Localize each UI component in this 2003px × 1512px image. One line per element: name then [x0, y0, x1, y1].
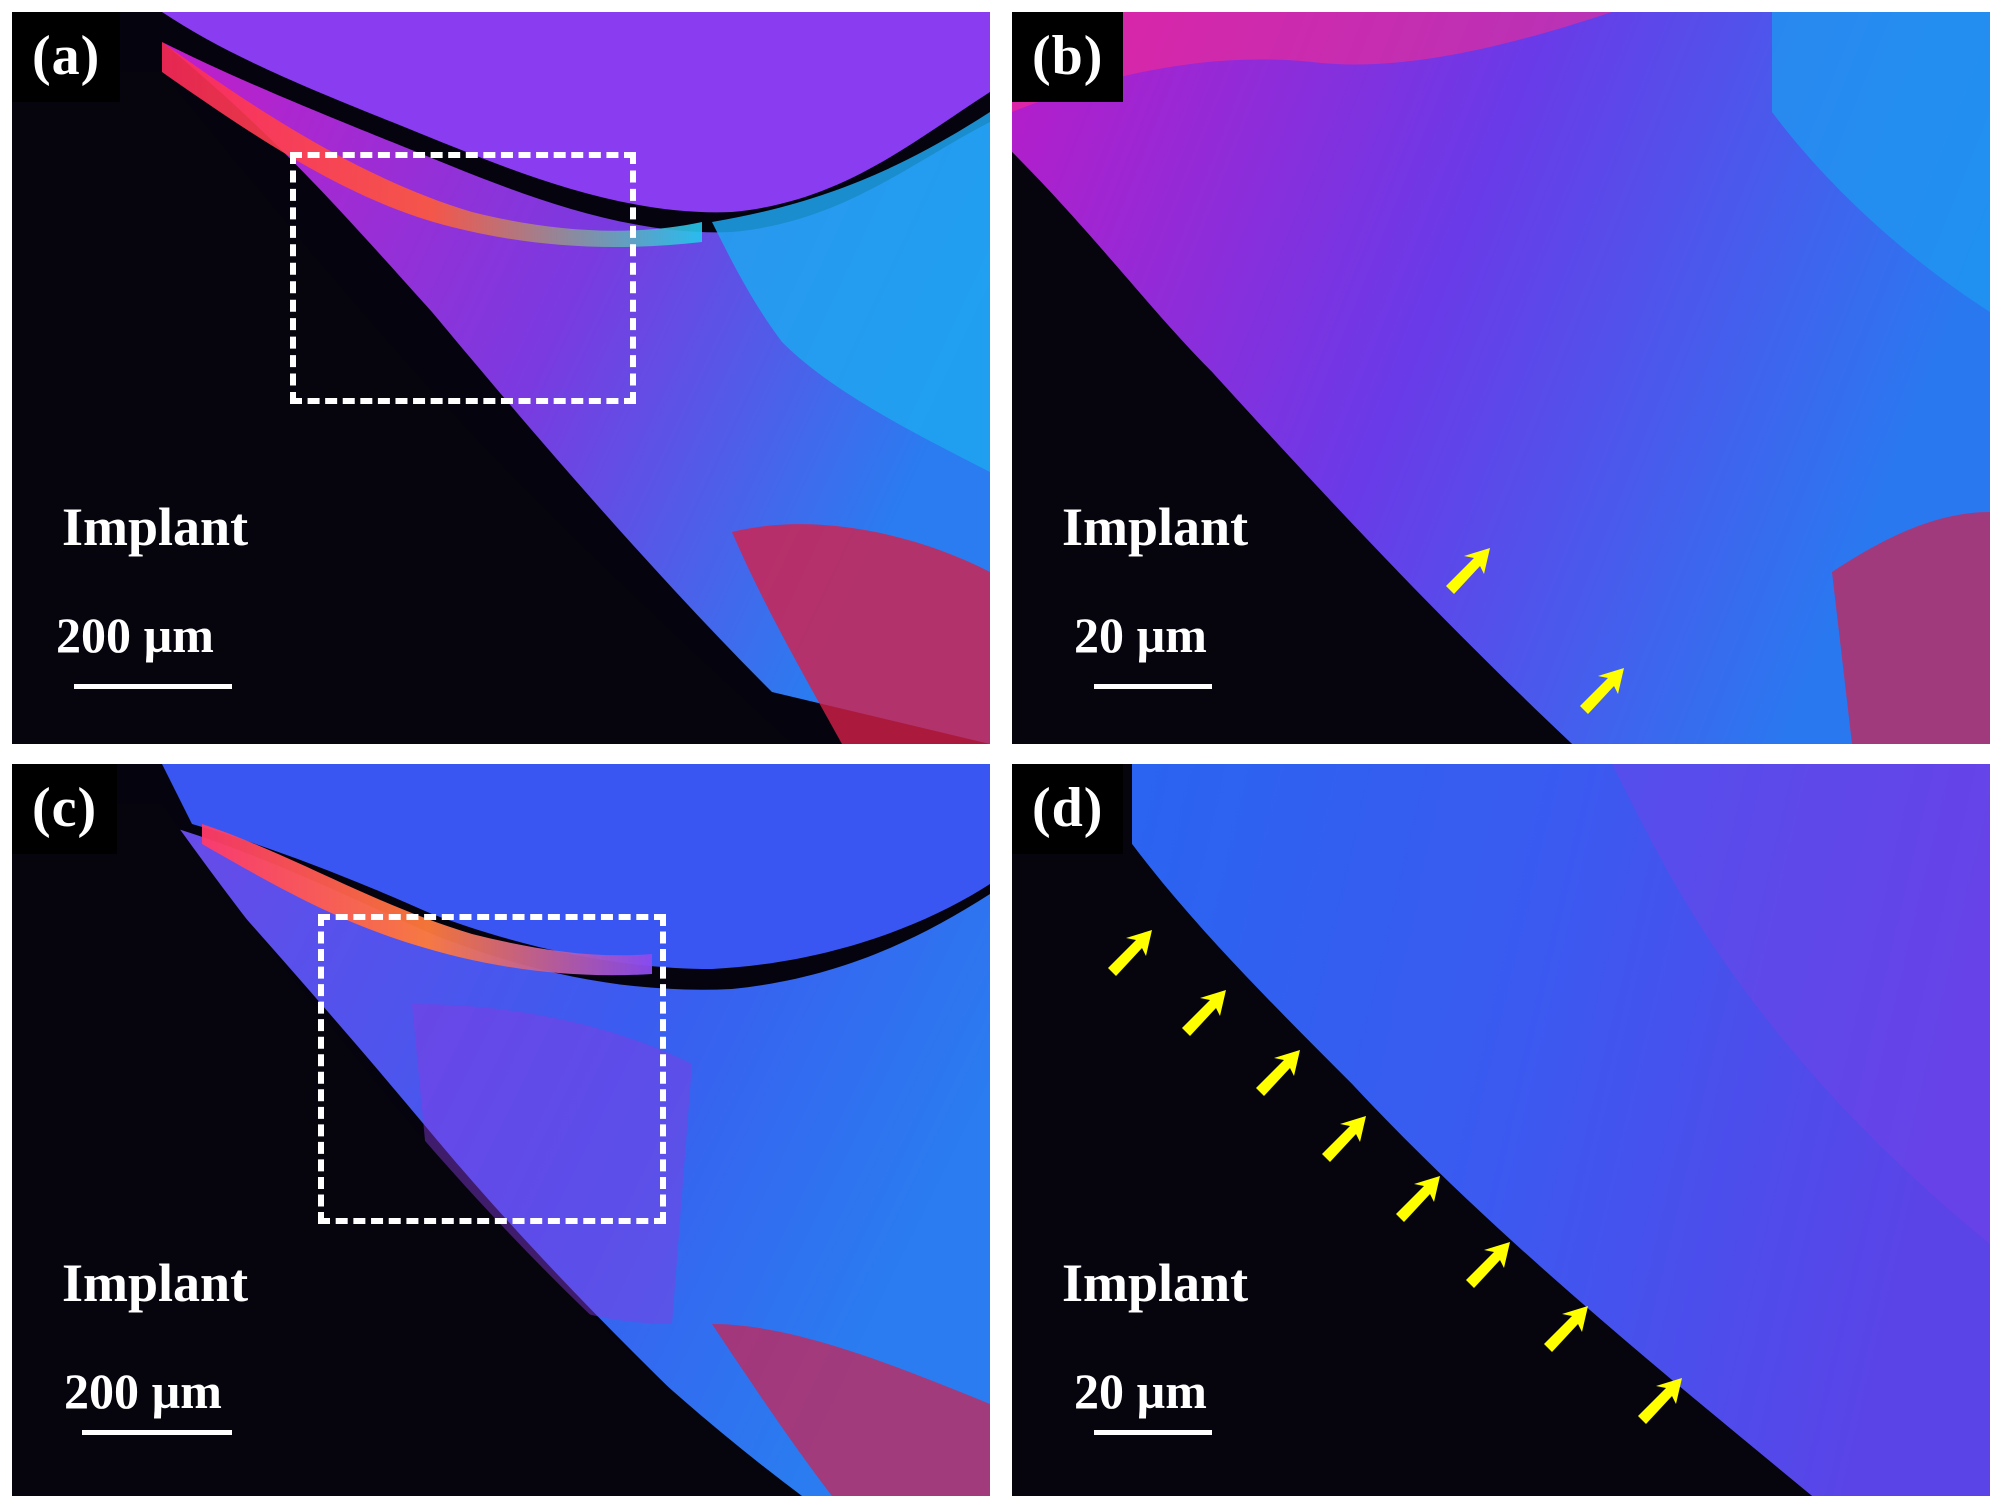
panel-a: (a) Implant 200 µm [12, 12, 990, 744]
panel-c: (c) Implant 200 µm [12, 764, 990, 1496]
yellow-arrow-icon [1446, 548, 1490, 594]
yellow-arrow-icon [1580, 668, 1624, 714]
scale-label-b: 20 µm [1074, 607, 1207, 663]
panel-d: (d) Implant 20 µm [1012, 764, 1990, 1496]
yellow-arrow-icon [1256, 1050, 1300, 1096]
scale-label-a: 200 µm [56, 607, 214, 663]
roi-box-c [318, 914, 666, 1224]
implant-label-a: Implant [62, 497, 249, 557]
scale-bar-b [1094, 684, 1212, 689]
implant-label-d: Implant [1062, 1253, 1249, 1313]
panel-label-c: (c) [12, 764, 118, 854]
yellow-arrow-icon [1638, 1378, 1682, 1424]
yellow-arrow-icon [1108, 930, 1152, 976]
scale-label-d: 20 µm [1074, 1363, 1207, 1419]
implant-label-c: Implant [62, 1253, 249, 1313]
panel-label-b: (b) [1012, 12, 1124, 102]
scale-label-c: 200 µm [64, 1363, 222, 1419]
panel-label-d: (d) [1012, 764, 1124, 854]
implant-label-b: Implant [1062, 497, 1249, 557]
micrograph-b [1012, 12, 1990, 744]
micrograph-d [1012, 764, 1990, 1496]
micrograph-c [12, 764, 990, 1496]
panel-b: (b) Implant 20 µm [1012, 12, 1990, 744]
yellow-arrow-icon [1182, 990, 1226, 1036]
yellow-arrow-icon [1322, 1116, 1366, 1162]
yellow-arrow-icon [1396, 1176, 1440, 1222]
roi-box-a [290, 152, 636, 404]
scale-bar-d [1094, 1430, 1212, 1435]
panel-label-a: (a) [12, 12, 121, 102]
yellow-arrow-icon [1466, 1242, 1510, 1288]
yellow-arrow-icon [1544, 1306, 1588, 1352]
micrograph-a [12, 12, 990, 744]
scale-bar-c [82, 1430, 232, 1435]
scale-bar-a [74, 684, 232, 689]
